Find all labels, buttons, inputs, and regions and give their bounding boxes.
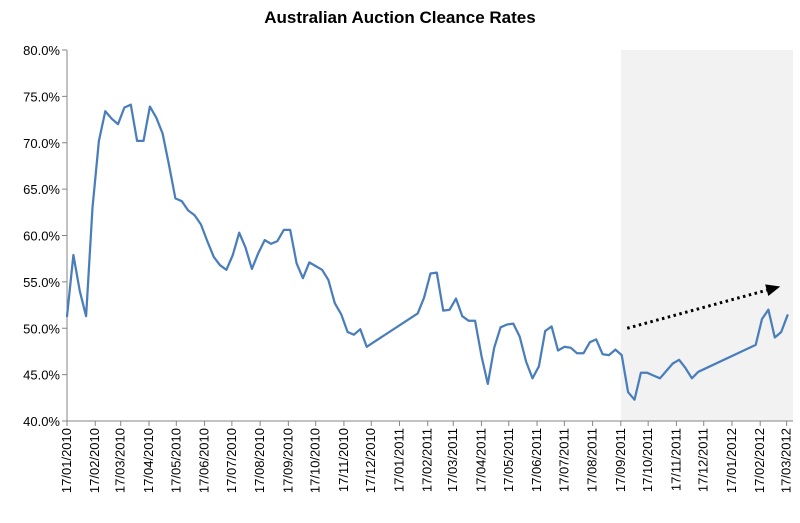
y-tick-label: 40.0% bbox=[23, 414, 60, 429]
x-tick-label: 17/03/2011 bbox=[445, 428, 460, 492]
x-axis-tick-labels: 17/01/2010 17/02/2010 17/03/2010 17/04/2010… bbox=[59, 428, 794, 493]
highlight-region bbox=[620, 50, 793, 421]
x-tick-label: 17/07/2011 bbox=[556, 428, 571, 492]
x-tick-label: 17/01/2012 bbox=[724, 428, 739, 493]
y-tick-label: 45.0% bbox=[23, 368, 60, 383]
series-group bbox=[65, 103, 789, 401]
x-tick-label: 17/07/2010 bbox=[224, 428, 239, 493]
x-tick-label: 17/05/2011 bbox=[501, 428, 516, 492]
x-tick-label: 17/10/2011 bbox=[640, 428, 655, 492]
x-tick-label: 17/09/2010 bbox=[280, 428, 295, 493]
x-tick-label: 17/04/2011 bbox=[473, 428, 488, 492]
series-line-1 bbox=[65, 103, 789, 401]
trend-arrow bbox=[626, 284, 781, 330]
x-tick-label: 17/08/2011 bbox=[585, 428, 600, 492]
chart-title: Australian Auction Cleance Rates bbox=[264, 8, 536, 27]
x-tick-label: 17/08/2010 bbox=[252, 428, 267, 493]
y-tick-label: 75.0% bbox=[23, 89, 60, 104]
y-tick-label: 55.0% bbox=[23, 275, 60, 290]
y-tick-label: 50.0% bbox=[23, 321, 60, 336]
x-tick-label: 17/09/2011 bbox=[613, 428, 628, 492]
x-tick-label: 17/12/2011 bbox=[696, 428, 711, 492]
x-tick-label: 17/04/2010 bbox=[141, 428, 156, 493]
x-tick-label: 17/03/2012 bbox=[779, 428, 794, 493]
y-axis-tick-labels: 40.0% 45.0% 50.0% 55.0% 60.0% 65.0% 70.0% 75.0%… bbox=[23, 43, 60, 429]
x-tick-label: 17/12/2010 bbox=[363, 428, 378, 493]
x-tick-label: 17/01/2010 bbox=[59, 428, 74, 493]
x-tick-label: 17/02/2012 bbox=[752, 428, 767, 493]
x-tick-label: 17/11/2011 bbox=[668, 428, 683, 491]
x-tick-label: 17/05/2010 bbox=[168, 428, 183, 493]
x-tick-label: 17/02/2011 bbox=[420, 428, 435, 492]
x-axis-tick-marks bbox=[66, 421, 788, 426]
y-tick-label: 80.0% bbox=[23, 43, 60, 58]
x-tick-label: 17/03/2010 bbox=[113, 428, 128, 493]
trend-arrow-line bbox=[626, 288, 768, 330]
y-tick-label: 60.0% bbox=[23, 229, 60, 244]
x-tick-label: 17/01/2011 bbox=[391, 428, 406, 492]
x-tick-label: 17/11/2010 bbox=[336, 428, 351, 492]
y-tick-label: 70.0% bbox=[23, 136, 60, 151]
trend-arrow-head bbox=[765, 284, 781, 296]
y-tick-label: 65.0% bbox=[23, 182, 60, 197]
x-tick-label: 17/10/2010 bbox=[308, 428, 323, 493]
x-tick-label: 17/06/2010 bbox=[197, 428, 212, 493]
x-tick-label: 17/02/2010 bbox=[87, 428, 102, 493]
x-tick-label: 17/06/2011 bbox=[529, 428, 544, 492]
y-axis-tick-marks bbox=[62, 49, 67, 422]
